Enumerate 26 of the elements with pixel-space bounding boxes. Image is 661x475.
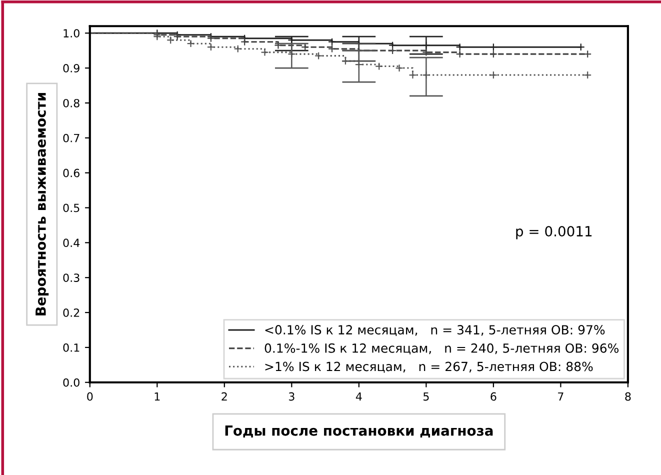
x-tick-label: 2 bbox=[222, 392, 227, 401]
x-tick-label: 4 bbox=[356, 392, 362, 401]
y-tick-label: 0.7 bbox=[63, 134, 80, 142]
y-tick-label: 0.2 bbox=[63, 308, 80, 317]
y-tick-label: 0.5 bbox=[63, 204, 80, 212]
y-tick-label: 0.1 bbox=[63, 343, 80, 352]
x-tick-label: 5 bbox=[424, 392, 429, 401]
y-tick-label: 0.6 bbox=[63, 168, 80, 178]
legend-label: >1% IS к 12 месяцам, n = 267, 5-летняя ОВ: 88% bbox=[265, 362, 593, 373]
y-tick-label: 0.3 bbox=[63, 274, 80, 282]
y-tick-label: 0.4 bbox=[63, 238, 80, 248]
y-tick-label: 0.8 bbox=[63, 98, 80, 108]
y-tick-label: 0.0 bbox=[63, 378, 80, 387]
annotation: p = 0.0011 bbox=[516, 226, 592, 240]
y-tick-label: 0.9 bbox=[63, 64, 80, 72]
x-axis-title: Годы после постановки диагноза bbox=[225, 426, 493, 438]
legend-label: <0.1% IS к 12 месяцам, n = 341, 5-летняя ОВ: 97% bbox=[265, 325, 605, 336]
y-axis-title: Вероятность выживаемости bbox=[36, 92, 49, 316]
legend-label: 0.1%-1% IS к 12 месяцам, n = 240, 5-летняя ОВ: 96% bbox=[264, 343, 619, 354]
x-tick-label: 1 bbox=[154, 392, 160, 401]
y-tick-label: 1.0 bbox=[64, 29, 80, 38]
x-tick-label: 6 bbox=[490, 392, 496, 401]
x-tick-label: 7 bbox=[558, 392, 564, 401]
x-tick-label: 8 bbox=[625, 392, 631, 401]
x-tick-label: 0 bbox=[87, 392, 93, 401]
x-tick-label: 3 bbox=[288, 392, 294, 401]
